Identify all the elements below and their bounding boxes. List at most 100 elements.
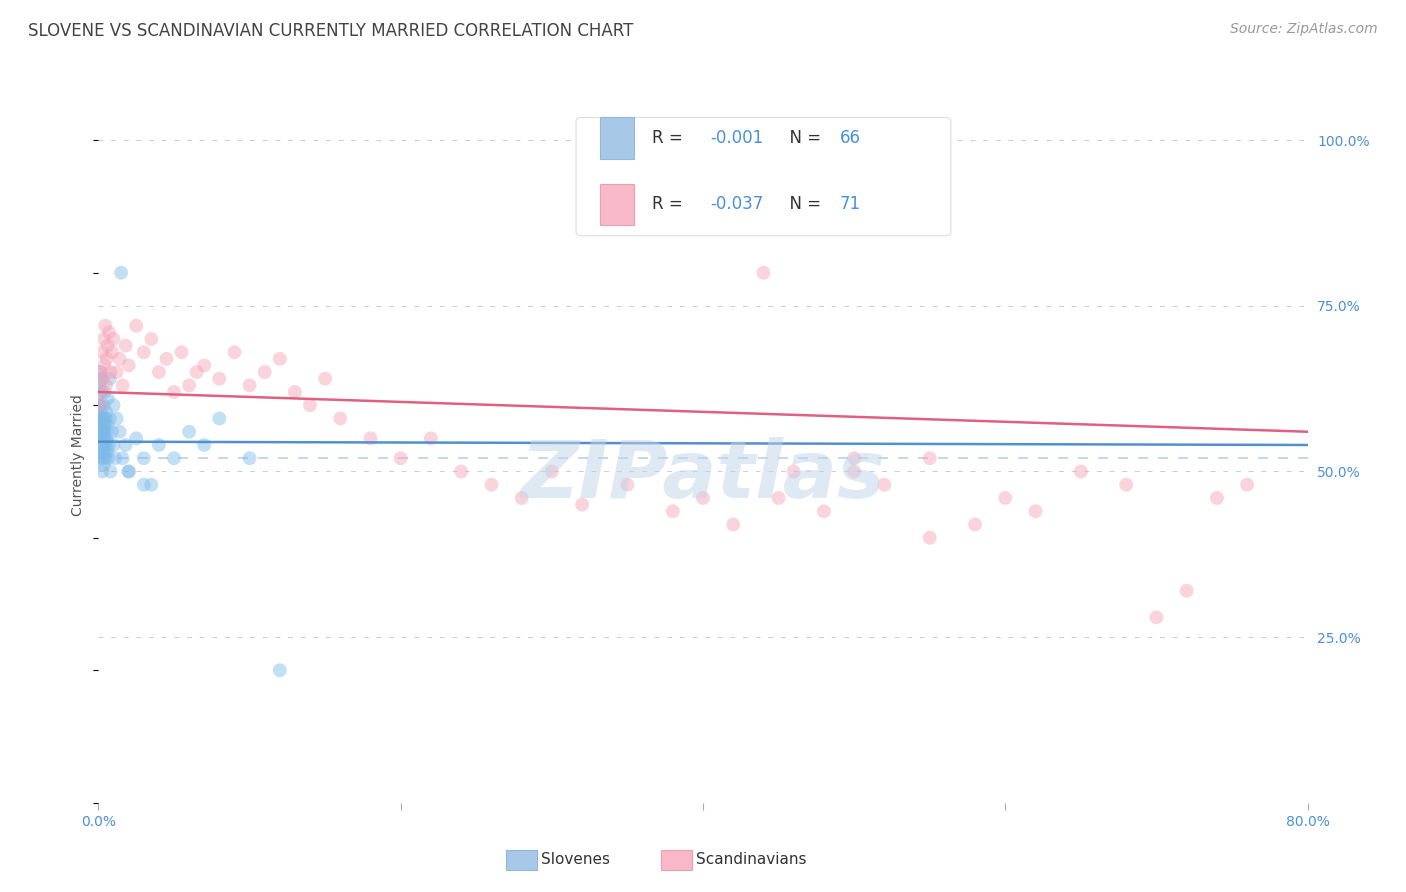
Point (269, 663, 291, 677)
Point (93, 458, 115, 472)
Point (118, 465, 141, 479)
Point (662, 133, 685, 147)
Point (148, 365, 170, 379)
Point (89, 411, 111, 425)
Point (314, 372, 336, 386)
Text: N =: N = (779, 195, 827, 213)
Point (163, 451, 186, 466)
Point (450, 465, 472, 479)
Point (91, 418, 114, 433)
Point (89, 365, 111, 379)
Point (186, 365, 208, 379)
Point (108, 425, 131, 439)
Text: Slovenes: Slovenes (541, 853, 610, 867)
Point (193, 438, 215, 452)
Point (93, 431, 115, 445)
FancyBboxPatch shape (576, 118, 950, 235)
Text: Source: ZipAtlas.com: Source: ZipAtlas.com (1230, 22, 1378, 37)
Point (97, 451, 120, 466)
Point (101, 425, 124, 439)
Point (965, 517, 987, 532)
Text: R =: R = (652, 129, 688, 147)
Point (96, 351, 118, 366)
Point (90, 365, 112, 379)
Point (89, 398, 111, 412)
Point (91, 425, 114, 439)
Point (141, 477, 163, 491)
Point (132, 345, 155, 359)
Point (93, 332, 115, 346)
Point (96, 425, 118, 439)
Point (132, 477, 155, 491)
Point (100, 365, 122, 379)
Point (179, 378, 201, 392)
Point (97, 392, 120, 406)
Point (91, 451, 114, 466)
Point (114, 438, 136, 452)
Point (91, 411, 114, 425)
Point (1206, 491, 1229, 505)
Point (100, 465, 122, 479)
Point (118, 359, 141, 373)
Point (90, 425, 112, 439)
Point (1024, 504, 1046, 518)
Point (96, 444, 118, 458)
Point (193, 359, 215, 373)
Point (104, 451, 127, 466)
Point (253, 365, 276, 379)
Point (89, 451, 111, 466)
Point (108, 351, 131, 366)
Point (1070, 465, 1092, 479)
Point (752, 266, 775, 280)
Point (873, 477, 896, 491)
Point (692, 491, 714, 505)
Point (103, 332, 125, 346)
Point (94, 378, 117, 392)
Point (813, 504, 835, 518)
Point (89, 378, 111, 392)
Point (844, 465, 866, 479)
Bar (600, 118, 634, 159)
Point (114, 338, 136, 352)
Point (239, 451, 262, 466)
Point (90, 372, 112, 386)
Point (94, 438, 117, 452)
Point (94, 318, 117, 333)
Point (224, 345, 246, 359)
Point (170, 345, 193, 359)
Text: SLOVENE VS SCANDINAVIAN CURRENTLY MARRIED CORRELATION CHART: SLOVENE VS SCANDINAVIAN CURRENTLY MARRIE… (28, 22, 634, 40)
Point (616, 477, 638, 491)
Point (1236, 477, 1258, 491)
Point (96, 431, 118, 445)
Point (93, 359, 115, 373)
Point (90, 411, 112, 425)
Y-axis label: Currently Married: Currently Married (72, 394, 86, 516)
Point (89, 431, 111, 445)
Point (420, 431, 443, 445)
Point (541, 465, 564, 479)
Point (125, 318, 148, 333)
Text: R =: R = (652, 195, 688, 213)
Point (918, 451, 941, 466)
Point (284, 384, 307, 399)
Point (105, 365, 128, 379)
Point (141, 332, 163, 346)
Point (96, 418, 118, 433)
Text: Scandinavians: Scandinavians (696, 853, 807, 867)
Point (91, 465, 114, 479)
Point (89, 418, 111, 433)
Point (93, 444, 115, 458)
Point (90, 384, 112, 399)
Point (844, 451, 866, 466)
Point (90, 444, 112, 458)
Point (768, 491, 790, 505)
Point (125, 431, 148, 445)
Point (148, 438, 170, 452)
Point (90, 384, 112, 399)
Text: 71: 71 (839, 195, 860, 213)
Point (239, 378, 262, 392)
Point (98, 326, 121, 340)
Point (1115, 477, 1137, 491)
Point (94, 411, 117, 425)
Point (96, 338, 118, 352)
